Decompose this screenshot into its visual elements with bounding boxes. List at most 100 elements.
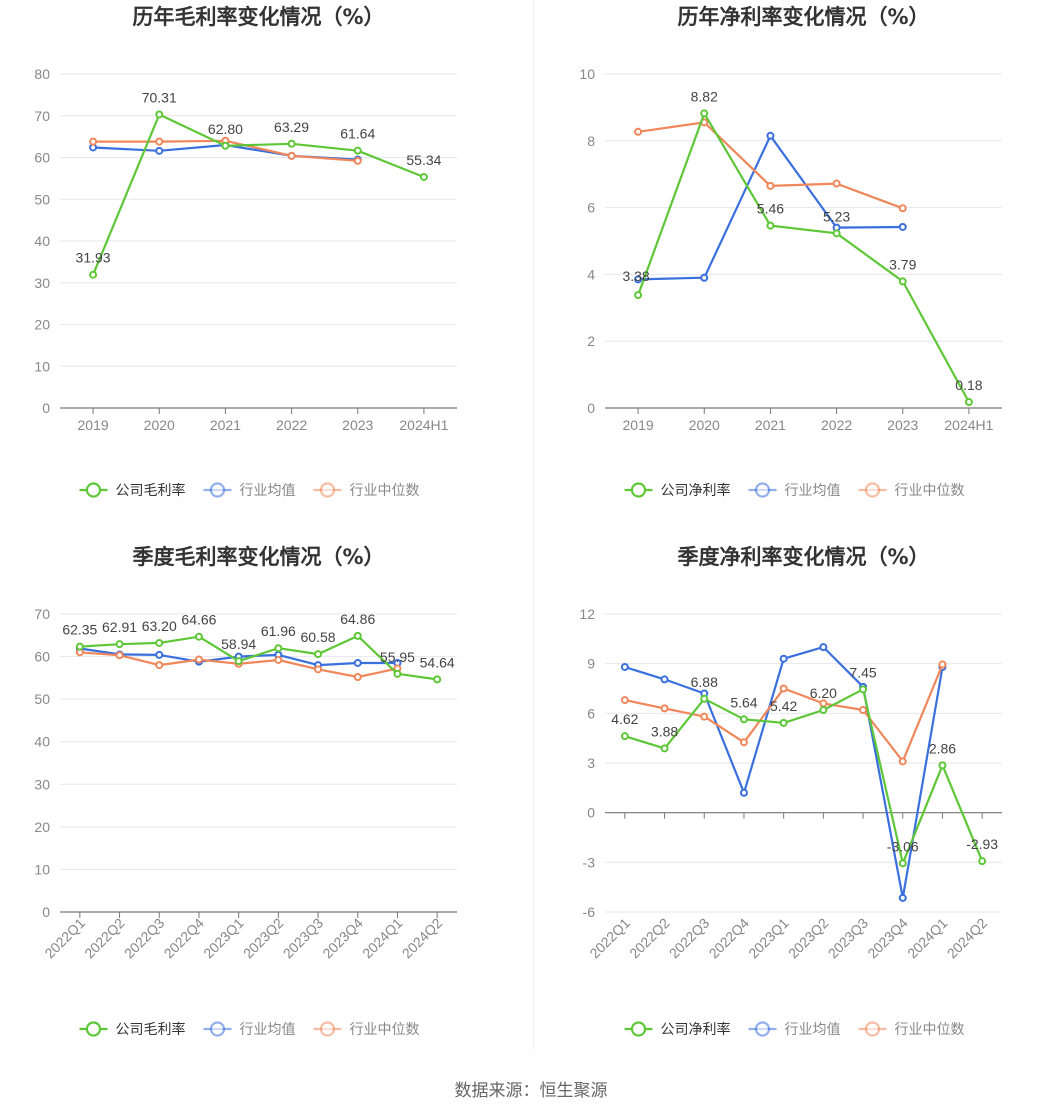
data-point [660,744,669,753]
data-label: 3.88 [651,723,678,739]
legend-marker [319,1021,336,1037]
data-point [832,229,841,238]
chart-annual-gross-margin: 历年毛利率变化情况（%） 0 10 20 30 40 50 60 70 80 2019 2020 202… [34,5,457,498]
legend-label: 行业均值 [240,1021,296,1037]
data-point [700,694,709,703]
y-tick-label: 60 [34,649,50,665]
data-point [194,655,203,664]
legend-marker [864,1021,881,1037]
x-tick-label: 2023Q3 [825,915,872,962]
chart-title: 季度净利率变化情况（%） [677,545,929,569]
legend-marker [85,482,102,498]
legend-marker [864,482,881,498]
legend-marker [754,482,771,498]
legend-label: 行业均值 [240,482,296,498]
data-point [314,665,323,674]
data-label: 2.86 [929,740,956,756]
x-tick-label: 2022Q1 [41,915,88,962]
x-tick-label: 2020 [144,417,175,433]
data-point [700,712,709,721]
data-point [353,631,362,640]
chart-panel-quarterly-net-margin: 季度净利率变化情况（%） -6 -3 0 3 6 9 12 2022Q1 2022Q2 2022Q3… [531,540,1062,1080]
data-point [234,657,243,666]
x-tick-label: 2024H1 [399,417,448,433]
data-point [634,291,643,300]
legend-marker [319,482,336,498]
legend-marker [209,1021,226,1037]
series-line-0 [79,634,438,681]
data-label: 5.42 [770,698,797,714]
data-label: 6.88 [691,674,718,690]
legend-item: 行业均值 [748,1021,841,1037]
x-tick-label: 2023 [887,417,918,433]
x-tick-label: 2022Q2 [81,915,128,962]
x-tick-label: 2024Q1 [904,915,951,962]
legend-item: 行业均值 [203,482,296,498]
data-point [620,662,629,671]
chart-title: 历年毛利率变化情况（%） [132,5,384,29]
data-point [978,857,987,866]
data-point [739,715,748,724]
data-point [766,221,775,230]
data-point [819,699,828,708]
data-point [314,650,323,659]
data-point [898,757,907,766]
x-tick-label: 2024Q2 [399,915,446,962]
data-point [155,146,164,155]
x-tick-label: 2022Q4 [161,915,208,962]
data-point [766,181,775,190]
data-label: 63.20 [142,618,177,634]
data-point [634,275,643,284]
legend-label: 公司毛利率 [116,1021,186,1037]
y-tick-label: 10 [34,861,50,877]
y-tick-label: 0 [42,400,50,416]
data-point [155,110,164,119]
data-label: 6.20 [810,685,837,701]
data-label: 55.95 [380,649,415,665]
y-tick-label: -3 [583,854,596,870]
data-label: 5.46 [757,201,784,217]
data-point [898,222,907,231]
data-point [700,273,709,282]
data-label: 54.64 [420,654,455,670]
y-tick-label: 40 [34,734,50,750]
y-tick-label: 6 [587,200,595,216]
legend-item: 公司毛利率 [79,1021,186,1037]
x-tick-label: 2023Q4 [319,915,366,962]
x-tick-label: 2022Q4 [706,915,753,962]
data-label: 3.79 [889,256,916,272]
y-tick-label: 2 [587,333,595,349]
x-tick-label: 2023 [342,417,373,433]
y-tick-label: 0 [42,904,50,920]
x-tick-label: 2024H1 [944,417,993,433]
y-tick-label: 50 [34,691,50,707]
x-tick-label: 2024Q1 [359,915,406,962]
data-point [700,109,709,118]
legend-item: 行业中位数 [313,1021,420,1037]
data-point [353,658,362,667]
data-point [938,761,947,770]
legend-label: 行业中位数 [895,482,965,498]
data-point [620,696,629,705]
data-point [155,661,164,670]
data-label: 63.29 [274,119,309,135]
chart-quarterly-gross-margin: 季度毛利率变化情况（%）0102030405060702022Q12022Q22… [34,545,457,1037]
data-point [739,788,748,797]
data-label: 55.34 [406,152,441,168]
legend-item: 行业中位数 [313,482,420,498]
x-tick-label: 2023Q2 [785,915,832,962]
y-tick-label: -6 [583,904,596,920]
data-label: 64.66 [181,612,216,628]
data-point [779,684,788,693]
legend-marker [630,1021,647,1037]
legend-item: 公司净利率 [624,482,731,498]
data-point [819,643,828,652]
legend-item: 公司毛利率 [79,482,186,498]
data-label: 31.93 [76,250,111,266]
legend-label: 行业中位数 [350,482,420,498]
legend-marker [754,1021,771,1037]
data-point [221,141,230,150]
data-label: 0.18 [955,377,982,393]
legend-label: 行业中位数 [895,1021,965,1037]
x-tick-label: 2023Q1 [200,915,247,962]
